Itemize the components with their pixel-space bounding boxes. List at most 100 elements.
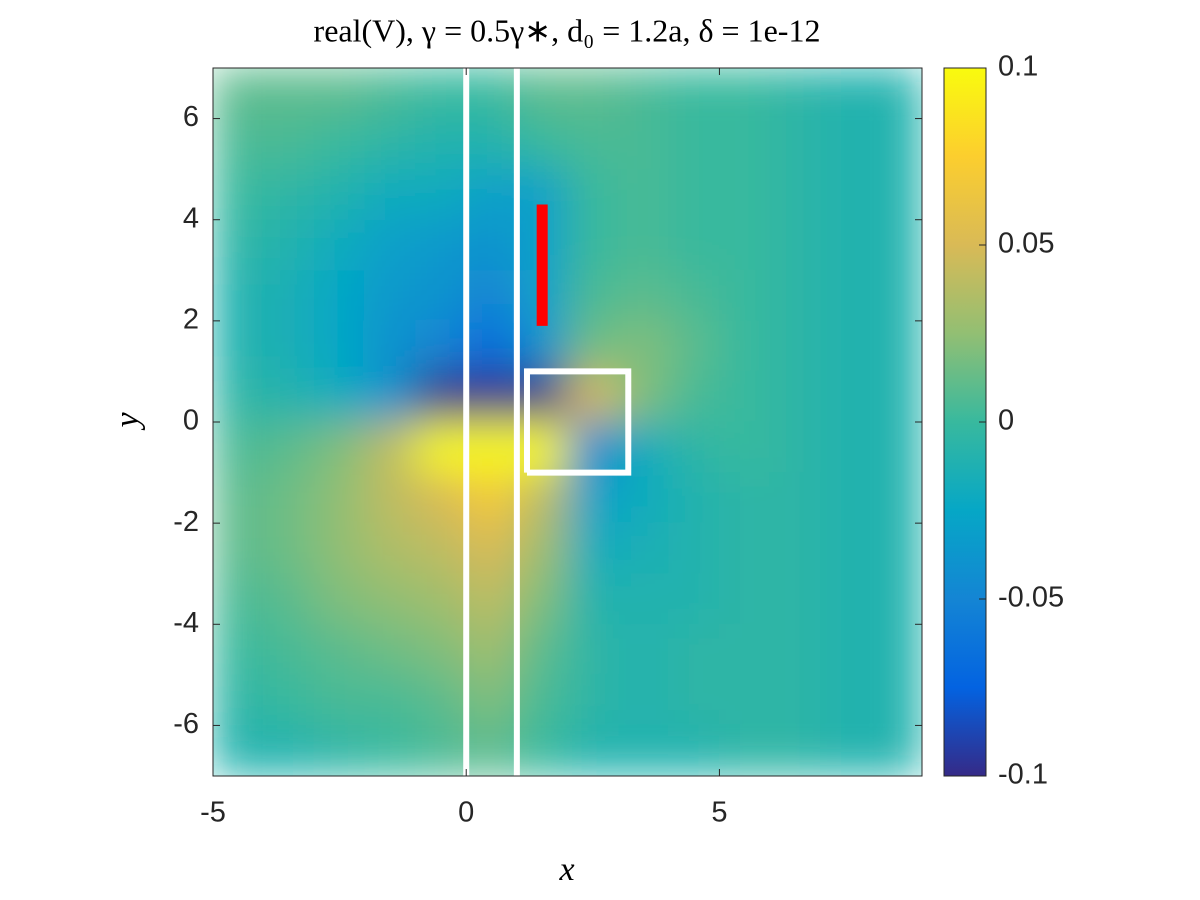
heatmap-cell <box>213 421 265 474</box>
heatmap-cell <box>718 219 771 271</box>
x-tick-label: -5 <box>200 797 226 829</box>
heatmap-cell <box>364 724 417 776</box>
heatmap-cell <box>465 168 518 221</box>
heatmap-cell <box>567 724 619 776</box>
heatmap-cell <box>820 118 872 170</box>
heatmap-cell <box>415 421 467 474</box>
heatmap-cell <box>668 118 720 170</box>
overlays <box>463 68 632 776</box>
y-tick-label: -4 <box>173 607 199 639</box>
heatmap-cell <box>415 724 467 776</box>
heatmap-cell <box>718 168 771 221</box>
heatmap-cell <box>415 674 467 726</box>
heatmap-cell <box>567 370 619 423</box>
heatmap-cell <box>516 118 568 170</box>
heatmap <box>213 68 922 776</box>
heatmap-cell <box>465 269 518 322</box>
heatmap-cell <box>263 674 315 726</box>
heatmap-cell <box>668 219 720 271</box>
heatmap-cell <box>567 421 619 474</box>
heatmap-cell <box>769 118 822 170</box>
heatmap-cell <box>567 219 619 271</box>
heatmap-cell <box>516 724 568 776</box>
heatmap-cell <box>313 421 366 474</box>
x-tick-label: 5 <box>711 797 727 829</box>
heatmap-cell <box>213 118 265 170</box>
heatmap-cell <box>364 168 417 221</box>
heatmap-cell <box>870 219 922 271</box>
heatmap-cell <box>213 522 265 575</box>
heatmap-cell <box>263 118 315 170</box>
colorbar-tick-label: 0.05 <box>998 228 1054 260</box>
y-tick-label: -2 <box>173 506 199 538</box>
heatmap-cell <box>870 724 922 776</box>
heatmap-cell <box>820 472 872 524</box>
heatmap-cell <box>617 68 670 120</box>
heatmap-cell <box>213 269 265 322</box>
heatmap-cell <box>769 370 822 423</box>
y-tick-label: -6 <box>173 708 199 740</box>
heatmap-cell <box>415 219 467 271</box>
heatmap-cell <box>820 522 872 575</box>
heatmap-cell <box>465 118 518 170</box>
heatmap-cell <box>870 68 922 120</box>
heatmap-cell <box>364 522 417 575</box>
heatmap-cell <box>668 724 720 776</box>
heatmap-cell <box>415 269 467 322</box>
overlay-line <box>523 368 632 476</box>
heatmap-cell <box>313 370 366 423</box>
heatmap-cell <box>668 68 720 120</box>
heatmap-cell <box>617 320 670 372</box>
heatmap-cell <box>465 674 518 726</box>
heatmap-cell <box>769 623 822 676</box>
heatmap-cell <box>718 370 771 423</box>
colorbar-tick-label: 0.1 <box>998 51 1038 83</box>
y-tick-label: 2 <box>183 304 199 336</box>
heatmap-cell <box>718 522 771 575</box>
heatmap-cell <box>567 118 619 170</box>
heatmap-cell <box>668 623 720 676</box>
heatmap-cell <box>364 118 417 170</box>
heatmap-cell <box>465 421 518 474</box>
heatmap-cell <box>213 724 265 776</box>
heatmap-cell <box>617 269 670 322</box>
heatmap-cell <box>313 623 366 676</box>
heatmap-cell <box>415 68 467 120</box>
heatmap-cell <box>263 724 315 776</box>
x-axis-label: x <box>558 851 574 888</box>
heatmap-cell <box>820 269 872 322</box>
heatmap-cell <box>820 724 872 776</box>
heatmap-cell <box>213 370 265 423</box>
heatmap-cell <box>718 320 771 372</box>
heatmap-cell <box>567 68 619 120</box>
heatmap-cell <box>870 472 922 524</box>
heatmap-cell <box>870 573 922 625</box>
heatmap-cell <box>567 168 619 221</box>
heatmap-cell <box>263 472 315 524</box>
heatmap-cell <box>718 68 771 120</box>
heatmap-cell <box>516 623 568 676</box>
colorbar-tick-label: 0 <box>998 405 1014 437</box>
y-axis-label: y <box>109 412 146 431</box>
heatmap-cell <box>465 219 518 271</box>
heatmap-cell <box>617 573 670 625</box>
heatmap-cell <box>364 320 417 372</box>
heatmap-cell <box>364 421 417 474</box>
heatmap-cell <box>313 573 366 625</box>
heatmap-cell <box>567 472 619 524</box>
heatmap-cell <box>415 168 467 221</box>
heatmap-cell <box>213 472 265 524</box>
heatmap-cell <box>516 522 568 575</box>
heatmap-cell <box>263 68 315 120</box>
heatmap-cell <box>213 674 265 726</box>
heatmap-cell <box>870 522 922 575</box>
heatmap-cell <box>465 573 518 625</box>
heatmap-cell <box>870 370 922 423</box>
heatmap-cell <box>364 623 417 676</box>
heatmap-cell <box>313 320 366 372</box>
heatmap-cell <box>718 269 771 322</box>
heatmap-cell <box>415 522 467 575</box>
heatmap-cell <box>313 522 366 575</box>
heatmap-cell <box>718 573 771 625</box>
heatmap-cell <box>668 573 720 625</box>
